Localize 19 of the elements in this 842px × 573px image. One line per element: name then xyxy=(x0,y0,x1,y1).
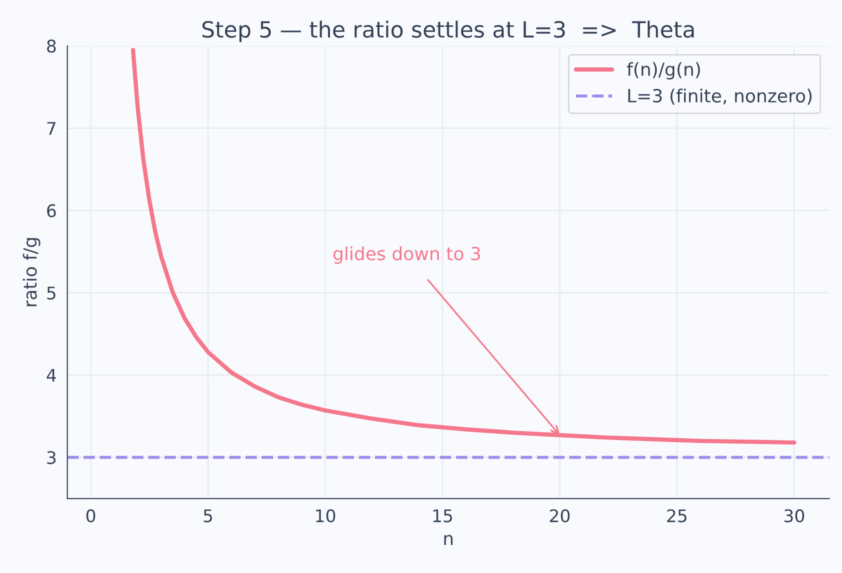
x-tick-label: 0 xyxy=(86,509,96,522)
legend-label: f(n)/g(n) xyxy=(626,62,700,80)
y-tick-label: 8 xyxy=(47,40,56,53)
annotation: glides down to 3 xyxy=(333,246,480,264)
y-tick-label: 3 xyxy=(47,451,56,464)
y-tick-label: 6 xyxy=(47,204,56,218)
chart-title: Step 5 — the ratio settles at L=3 => Theta xyxy=(202,20,694,42)
y-tick-label: 7 xyxy=(47,122,56,135)
y-axis-title: ratio f/g xyxy=(22,238,40,306)
y-tick-label: 4 xyxy=(46,368,56,382)
x-tick-label: 10 xyxy=(316,509,336,522)
x-tick-label: 5 xyxy=(204,509,212,522)
x-tick-label: 25 xyxy=(667,509,686,522)
x-tick-label: 15 xyxy=(433,509,452,522)
legend-label: L=3 (finite, nonzero) xyxy=(628,88,812,105)
x-axis-title: n xyxy=(444,534,453,546)
x-tick-label: 30 xyxy=(784,509,804,522)
y-tick-label: 5 xyxy=(47,286,56,300)
x-tick-label: 20 xyxy=(550,509,570,522)
